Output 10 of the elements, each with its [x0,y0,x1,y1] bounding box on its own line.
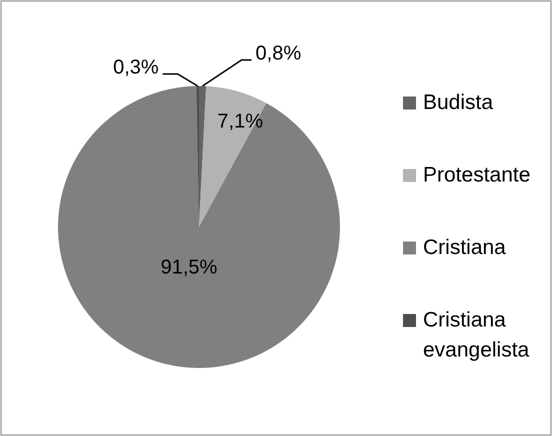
pie-slice [58,86,340,368]
legend-label: Cristiana [423,236,506,259]
legend-label: Budista [423,90,494,114]
pie-slice [199,86,266,227]
data-label: 91,5% [160,256,218,278]
data-label: 0,8% [256,42,302,64]
data-label: 7,1% [217,110,264,132]
legend-label: Protestante [423,163,530,186]
legend-label: Cristiana evangelista [423,308,530,362]
data-label: 0,3% [113,56,159,78]
